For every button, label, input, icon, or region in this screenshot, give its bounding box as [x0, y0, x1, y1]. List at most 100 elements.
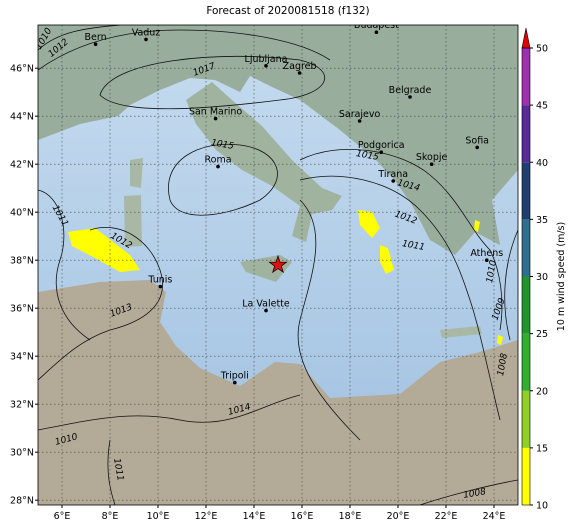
- city-dot: [93, 42, 98, 46]
- city-dot: [213, 116, 218, 121]
- map-frame: [37, 24, 519, 506]
- colorbar-band: [522, 276, 530, 334]
- city-label: Vaduz: [132, 27, 161, 38]
- colorbar-label: 10 m wind speed (m/s): [556, 222, 567, 331]
- x-tick-label: 16°E: [291, 511, 314, 522]
- city-dot: [158, 284, 163, 289]
- city-dot: [144, 37, 148, 42]
- colorbar-band: [522, 105, 530, 163]
- city-dot: [475, 145, 480, 150]
- city-label: Roma: [204, 155, 231, 166]
- isobar-label: 1008: [463, 487, 488, 501]
- city-label: Skopje: [416, 152, 448, 163]
- axes: 6°E 8°E 10°E 12°E 14°E 16°E 18°E 20°E 22°E 24°E 28…: [10, 64, 505, 522]
- colorbar-band: [522, 390, 530, 448]
- city-label: San Marino: [189, 107, 242, 118]
- colorbar-tick-label: 45: [536, 101, 548, 112]
- city-label: Ljubljana: [245, 54, 288, 65]
- y-tick-label: 44°N: [10, 112, 34, 123]
- city-label: Tirana: [377, 169, 408, 180]
- y-tick-label: 40°N: [10, 208, 34, 219]
- colorbar: 10 15 20 25 30 35 40 45 50 10 m wind speed (m/s): [521, 27, 567, 512]
- wind-patch: [380, 245, 394, 274]
- y-tick-label: 38°N: [10, 256, 34, 267]
- x-tick-label: 22°E: [435, 511, 458, 522]
- x-tick-label: 18°E: [339, 511, 362, 522]
- city-dot: [264, 64, 268, 68]
- isobar-label: 1015: [355, 149, 380, 163]
- isobar: [38, 29, 331, 71]
- colorbar-band: [522, 48, 530, 106]
- isobar: [38, 227, 163, 381]
- colorbar-band: [522, 219, 530, 277]
- isobar-label: 1011: [111, 458, 125, 482]
- wind-patch: [474, 220, 480, 232]
- y-tick-label: 36°N: [10, 304, 34, 315]
- land-sardinia: [124, 195, 142, 247]
- colorbar-extend: [521, 27, 531, 49]
- y-tick-label: 34°N: [10, 352, 34, 363]
- city-dot: [264, 308, 268, 313]
- isobar: [299, 175, 501, 421]
- isobar: [299, 148, 503, 331]
- isobar: [38, 394, 301, 431]
- wind-patch: [358, 210, 380, 238]
- colorbar-tick-label: 30: [536, 272, 548, 283]
- grid: [38, 25, 518, 505]
- city-dot: [297, 71, 302, 75]
- city-label: Sarajevo: [339, 109, 381, 120]
- x-tick-label: 6°E: [54, 511, 71, 522]
- city-dot: [408, 95, 412, 99]
- colorbar-band: [522, 333, 530, 391]
- colorbar-tick-label: 40: [536, 158, 548, 169]
- colorbar-tick-label: 20: [536, 386, 548, 397]
- city-label: Athens: [470, 248, 503, 259]
- wind-patch: [68, 228, 140, 272]
- isobar: [38, 189, 91, 341]
- colorbar-band: [522, 162, 530, 220]
- colorbar-tick-label: 50: [536, 44, 548, 55]
- y-tick-label: 32°N: [10, 400, 34, 411]
- city-dot: [379, 150, 384, 154]
- city-label: Belgrade: [389, 85, 432, 96]
- city-label: Sofia: [465, 135, 489, 146]
- city-label: Budapest: [354, 20, 399, 31]
- isobar-label: 1008: [496, 352, 510, 377]
- land-crete: [440, 326, 482, 338]
- y-tick-label: 42°N: [10, 160, 34, 171]
- city-dot: [374, 30, 379, 34]
- colorbar-band: [522, 447, 530, 505]
- colorbar-tick-label: 35: [536, 215, 548, 226]
- city-dot: [233, 380, 237, 385]
- land-corsica: [130, 158, 143, 188]
- x-tick-label: 8°E: [102, 511, 119, 522]
- x-tick-label: 20°E: [387, 511, 410, 522]
- location-marker: [268, 254, 288, 274]
- y-tick-label: 30°N: [10, 448, 34, 459]
- wind-patch: [497, 335, 503, 345]
- y-tick-label: 28°N: [10, 496, 34, 507]
- colorbar-tick-label: 10: [536, 501, 548, 512]
- colorbar-tick-label: 25: [536, 329, 548, 340]
- map-title: Forecast of 2020081518 (f132): [206, 5, 369, 17]
- city-dot: [216, 164, 220, 169]
- isobar: [107, 439, 116, 505]
- city-label: Zagreb: [283, 61, 317, 72]
- isobar: [504, 229, 518, 341]
- x-tick-label: 24°E: [483, 511, 506, 522]
- city-dot: [357, 119, 362, 123]
- city-label: La Valette: [242, 299, 290, 310]
- x-tick-label: 12°E: [195, 511, 218, 522]
- isobar-label: 1010: [485, 259, 499, 284]
- land-italy: [186, 82, 342, 242]
- city-dot: [429, 162, 434, 166]
- x-tick-label: 10°E: [147, 511, 170, 522]
- city-label: Tripoli: [220, 371, 249, 382]
- colorbar-tick-label: 15: [536, 443, 548, 454]
- x-tick-label: 14°E: [243, 511, 266, 522]
- city-label: Bern: [85, 32, 107, 43]
- isobar: [38, 25, 121, 51]
